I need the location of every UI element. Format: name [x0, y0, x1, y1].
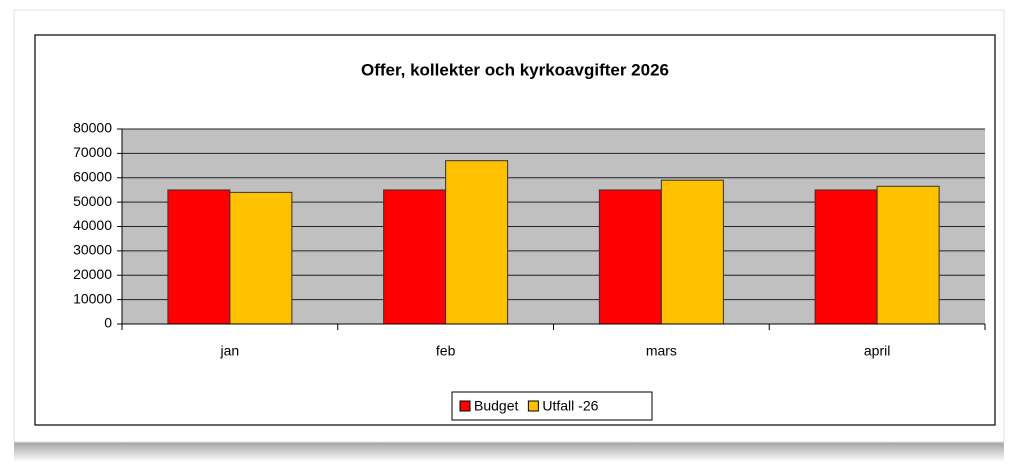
legend-box	[451, 391, 653, 421]
y-tick-label: 70000	[73, 144, 112, 160]
chart-title: Offer, kollekter och kyrkoavgifter 2026	[361, 60, 669, 79]
y-tick-label: 10000	[73, 290, 112, 306]
x-tick-label: jan	[220, 343, 240, 359]
legend-label: Budget	[474, 398, 518, 414]
bar	[167, 189, 231, 325]
bar	[660, 179, 724, 325]
bar	[598, 189, 662, 325]
x-tick-label: feb	[436, 343, 456, 359]
y-tick-label: 60000	[73, 168, 112, 184]
bar	[445, 160, 509, 325]
legend-label: Utfall -26	[542, 398, 598, 414]
bar	[876, 185, 940, 325]
y-tick-label: 50000	[73, 193, 112, 209]
x-tick-label: april	[864, 343, 890, 359]
y-tick-label: 20000	[73, 266, 112, 282]
y-tick-label: 0	[104, 315, 112, 331]
x-tick-label: mars	[646, 343, 677, 359]
legend-swatch	[459, 400, 471, 412]
y-tick-label: 80000	[73, 120, 112, 136]
bar	[229, 191, 293, 325]
legend-swatch	[527, 400, 539, 412]
shadow	[14, 440, 1004, 462]
y-tick-label: 30000	[73, 242, 112, 258]
bar	[814, 189, 878, 325]
bar	[383, 189, 447, 325]
y-tick-label: 40000	[73, 217, 112, 233]
